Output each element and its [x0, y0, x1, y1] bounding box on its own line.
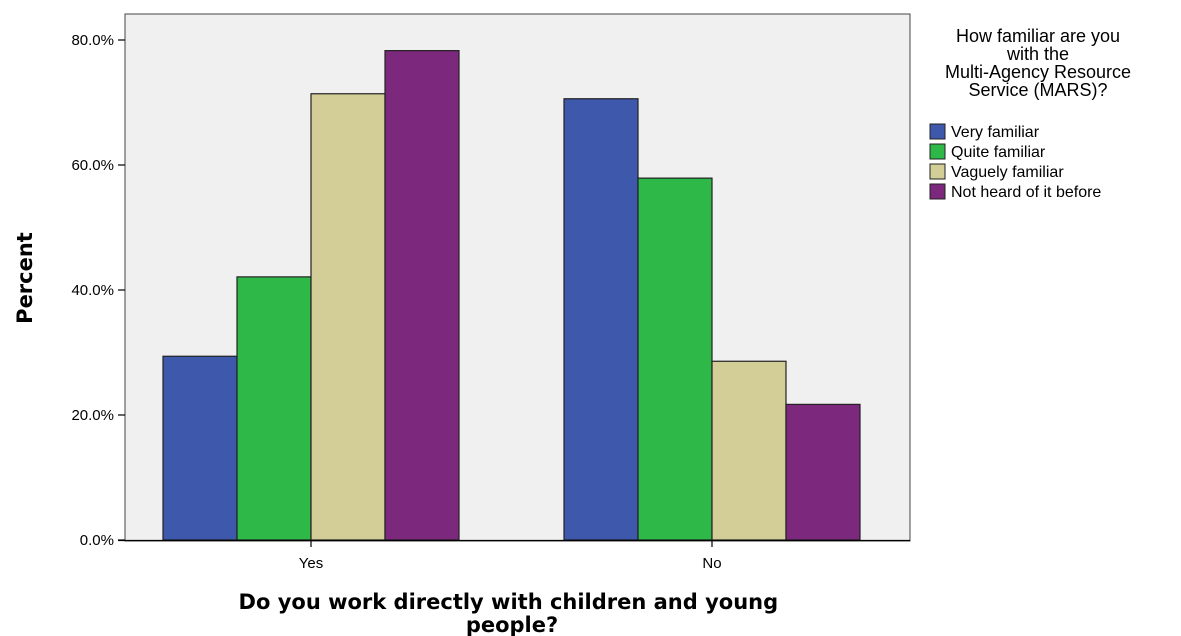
bar-no-not-heard-of-it-before — [785, 403, 861, 541]
legend-label-vaguely-familiar: Vaguely familiar — [951, 164, 1064, 181]
legend-title-line: Multi-Agency Resource — [945, 62, 1131, 82]
y-tick-label: 20.0% — [71, 407, 114, 424]
bar-yes-very-familiar — [162, 355, 238, 541]
bar-no-vaguely-familiar — [711, 360, 787, 541]
bar-yes-not-heard-of-it-before — [384, 50, 460, 541]
y-tick-label: 60.0% — [71, 157, 114, 174]
legend-label-not-heard-of-it-before: Not heard of it before — [951, 184, 1101, 201]
bar-no-quite-familiar — [637, 177, 713, 541]
legend-label-very-familiar: Very familiar — [951, 124, 1040, 141]
x-tick-label-yes: Yes — [299, 555, 323, 572]
legend-title: How familiar are you with the Multi-Agency… — [945, 26, 1131, 100]
bar-no-very-familiar — [563, 98, 639, 541]
legend-items: Very familiar Quite familiar Vaguely famil… — [929, 123, 1101, 201]
y-axis-title: Percent — [13, 232, 37, 324]
y-tick-label: 80.0% — [71, 32, 114, 49]
bar-yes-quite-familiar — [236, 276, 312, 541]
y-axis: 0.0% 20.0% 40.0% 60.0% 80.0% — [71, 32, 125, 549]
legend-title-line: with the — [1006, 44, 1069, 64]
legend-swatch-vaguely-familiar — [929, 163, 946, 180]
bar-yes-vaguely-familiar — [310, 93, 386, 541]
legend: How familiar are you with the Multi-Agency… — [929, 26, 1131, 201]
y-tick-label: 40.0% — [71, 282, 114, 299]
x-axis-title-line-2: people? — [466, 613, 558, 636]
legend-label-quite-familiar: Quite familiar — [951, 144, 1046, 161]
legend-title-line: Service (MARS)? — [968, 80, 1107, 100]
bars-group — [162, 50, 861, 541]
legend-swatch-very-familiar — [929, 123, 946, 140]
x-axis-title-line-1: Do you work directly with children and y… — [239, 590, 779, 614]
legend-title-line: How familiar are you — [956, 26, 1120, 46]
legend-swatch-quite-familiar — [929, 143, 946, 160]
x-axis-title: Do you work directly with children and y… — [239, 590, 786, 636]
x-tick-label-no: No — [702, 555, 721, 572]
legend-swatch-not-heard-of-it-before — [929, 183, 946, 200]
x-axis: Yes No — [118, 539, 910, 572]
y-tick-label: 0.0% — [80, 532, 114, 549]
